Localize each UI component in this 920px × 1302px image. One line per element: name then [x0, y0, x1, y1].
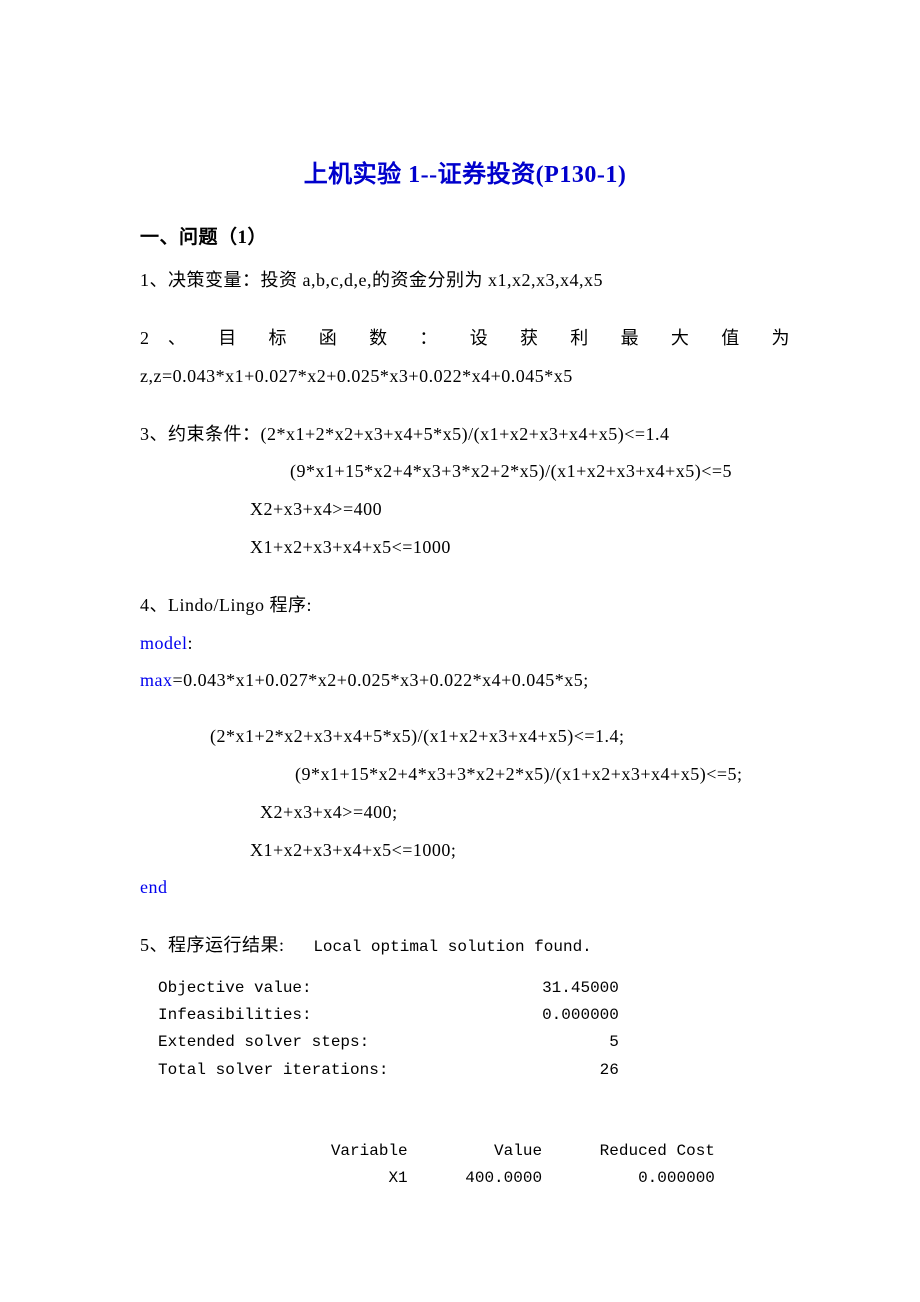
prog-constraint-1: (2*x1+2*x2+x3+x4+5*x5)/(x1+x2+x3+x4+x5)<… [140, 718, 790, 756]
constraint-4: X1+x2+x3+x4+x5<=1000 [140, 529, 790, 567]
results-label: 5、程序运行结果: [140, 935, 285, 955]
objective-line1: 2 、 目 标 函 数 ： 设 获 利 最 大 值 为 [140, 320, 790, 358]
prog-constraint-4: X1+x2+x3+x4+x5<=1000; [140, 832, 790, 870]
max-line: max=0.043*x1+0.027*x2+0.025*x3+0.022*x4+… [140, 662, 790, 700]
constraint-1: 3、约束条件：(2*x1+2*x2+x3+x4+5*x5)/(x1+x2+x3+… [140, 416, 790, 454]
constraint-2: (9*x1+15*x2+4*x3+3*x2+2*x5)/(x1+x2+x3+x4… [140, 453, 790, 491]
objective-function: 2 、 目 标 函 数 ： 设 获 利 最 大 值 为 z,z=0.043*x1… [140, 320, 790, 396]
decision-vars: 1、决策变量：投资 a,b,c,d,e,的资金分别为 x1,x2,x3,x4,x… [140, 262, 790, 300]
results-block: 5、程序运行结果: Local optimal solution found. … [140, 927, 790, 1192]
section-heading: 一、问题（1） [140, 218, 790, 258]
results-mono: Objective value: 31.45000 Infeasibilitie… [140, 975, 790, 1193]
document-page: 上机实验 1--证券投资(P130-1) 一、问题（1） 1、决策变量：投资 a… [0, 0, 920, 1302]
results-first-line: 5、程序运行结果: Local optimal solution found. [140, 927, 790, 965]
model-line: model: [140, 625, 790, 663]
max-keyword: max [140, 670, 173, 690]
spacer [140, 700, 790, 718]
objective-line2: z,z=0.043*x1+0.027*x2+0.025*x3+0.022*x4+… [140, 358, 790, 396]
constraints: 3、约束条件：(2*x1+2*x2+x3+x4+5*x5)/(x1+x2+x3+… [140, 416, 790, 567]
program-label: 4、Lindo/Lingo 程序: [140, 587, 790, 625]
end-keyword: end [140, 869, 790, 907]
max-expr: =0.043*x1+0.027*x2+0.025*x3+0.022*x4+0.0… [173, 670, 589, 690]
constraint-3: X2+x3+x4>=400 [140, 491, 790, 529]
results-found: Local optimal solution found. [285, 938, 592, 956]
model-colon: : [188, 633, 194, 653]
model-keyword: model [140, 633, 188, 653]
page-title: 上机实验 1--证券投资(P130-1) [140, 150, 790, 200]
prog-constraint-2: (9*x1+15*x2+4*x3+3*x2+2*x5)/(x1+x2+x3+x4… [140, 756, 790, 794]
lingo-program: 4、Lindo/Lingo 程序: model: max=0.043*x1+0.… [140, 587, 790, 907]
prog-constraint-3: X2+x3+x4>=400; [140, 794, 790, 832]
